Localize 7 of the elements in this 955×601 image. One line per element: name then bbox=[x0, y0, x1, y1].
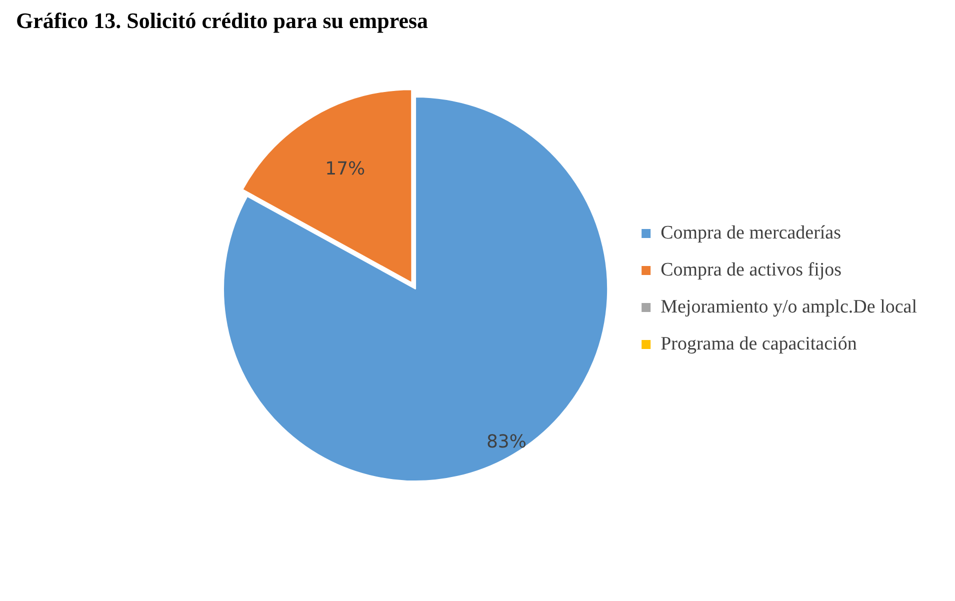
data-label: 17% bbox=[325, 158, 366, 180]
legend-label: Mejoramiento y/o amplc.De local bbox=[660, 296, 918, 318]
legend-label: Compra de activos fijos bbox=[660, 259, 842, 280]
legend-label: Compra de mercaderías bbox=[660, 222, 842, 244]
chart-title: Gráfico 13. Solicitó crédito para su empresa bbox=[16, 8, 430, 34]
data-label: 83% bbox=[486, 431, 526, 452]
legend-label: Programa de capacitación bbox=[660, 333, 858, 354]
